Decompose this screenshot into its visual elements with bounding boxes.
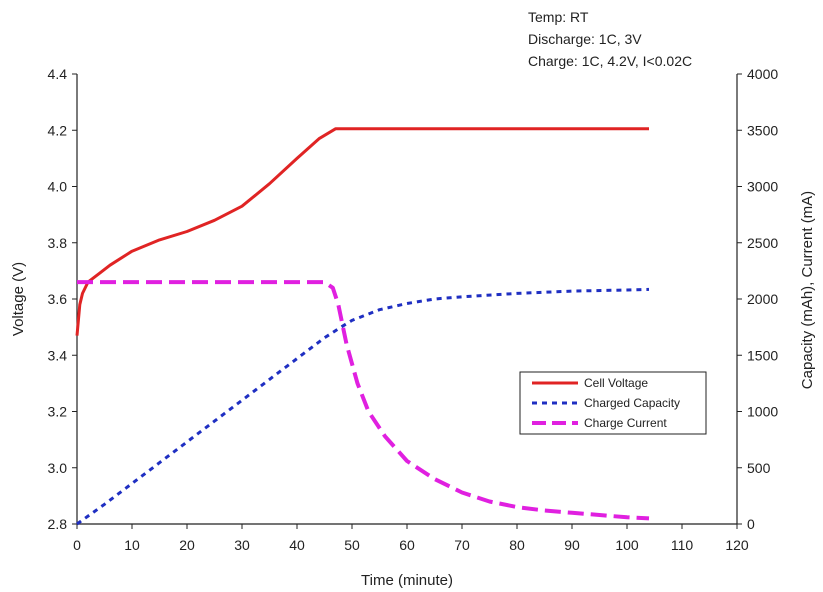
x-tick-label: 70 (454, 537, 470, 553)
x-tick-label: 50 (344, 537, 360, 553)
left-y-tick-label: 3.8 (48, 235, 68, 251)
left-y-tick-label: 3.4 (48, 347, 68, 363)
left-y-tick-label: 4.2 (48, 122, 68, 138)
right-y-tick-label: 4000 (747, 66, 778, 82)
legend-label-cell-voltage: Cell Voltage (584, 376, 648, 390)
x-tick-label: 40 (289, 537, 305, 553)
right-y-tick-label: 1500 (747, 347, 778, 363)
left-y-tick-label: 4.4 (48, 66, 68, 82)
tick-group: 0 10 20 30 40 50 60 70 80 90 100 110 120 2.8 3.0 3.2 3.4… (48, 66, 779, 553)
x-tick-label: 10 (124, 537, 140, 553)
left-y-tick-label: 3.2 (48, 404, 68, 420)
x-tick-label: 120 (725, 537, 749, 553)
annotation-charge: Charge: 1C, 4.2V, I<0.02C (528, 53, 692, 69)
annotation-temp: Temp: RT (528, 9, 589, 25)
x-tick-label: 20 (179, 537, 195, 553)
x-tick-label: 60 (399, 537, 415, 553)
x-tick-label: 80 (509, 537, 525, 553)
legend: Cell Voltage Charged Capacity Charge Cur… (519, 371, 707, 435)
axes (76, 74, 738, 525)
right-y-tick-label: 500 (747, 460, 771, 476)
charged-capacity-line (76, 287, 650, 526)
legend-label-charged-capacity: Charged Capacity (584, 396, 680, 410)
right-y-tick-label: 3500 (747, 122, 778, 138)
legend-label-charge-current: Charge Current (584, 416, 667, 430)
x-tick-label: 90 (564, 537, 580, 553)
left-axis-title: Voltage (V) (10, 262, 27, 336)
x-tick-label: 100 (615, 537, 639, 553)
left-y-tick-label: 3.0 (48, 460, 68, 476)
right-y-tick-label: 2000 (747, 291, 778, 307)
charge-current-line (77, 280, 650, 521)
x-tick-label: 30 (234, 537, 250, 553)
plot-area (75, 127, 650, 526)
left-y-tick-label: 2.8 (48, 516, 68, 532)
right-y-tick-label: 2500 (747, 235, 778, 251)
right-y-tick-label: 1000 (747, 404, 778, 420)
right-y-tick-label: 0 (747, 516, 755, 532)
cell-voltage-line (75, 127, 649, 336)
annotation-discharge: Discharge: 1C, 3V (528, 31, 642, 47)
left-y-tick-label: 3.6 (48, 291, 68, 307)
x-tick-label: 0 (73, 537, 81, 553)
left-y-tick-label: 4.0 (48, 179, 68, 195)
x-axis-title: Time (minute) (361, 572, 453, 589)
x-tick-label: 110 (671, 537, 694, 553)
right-y-tick-label: 3000 (747, 179, 778, 195)
right-axis-title: Capacity (mAh), Current (mA) (799, 191, 816, 389)
